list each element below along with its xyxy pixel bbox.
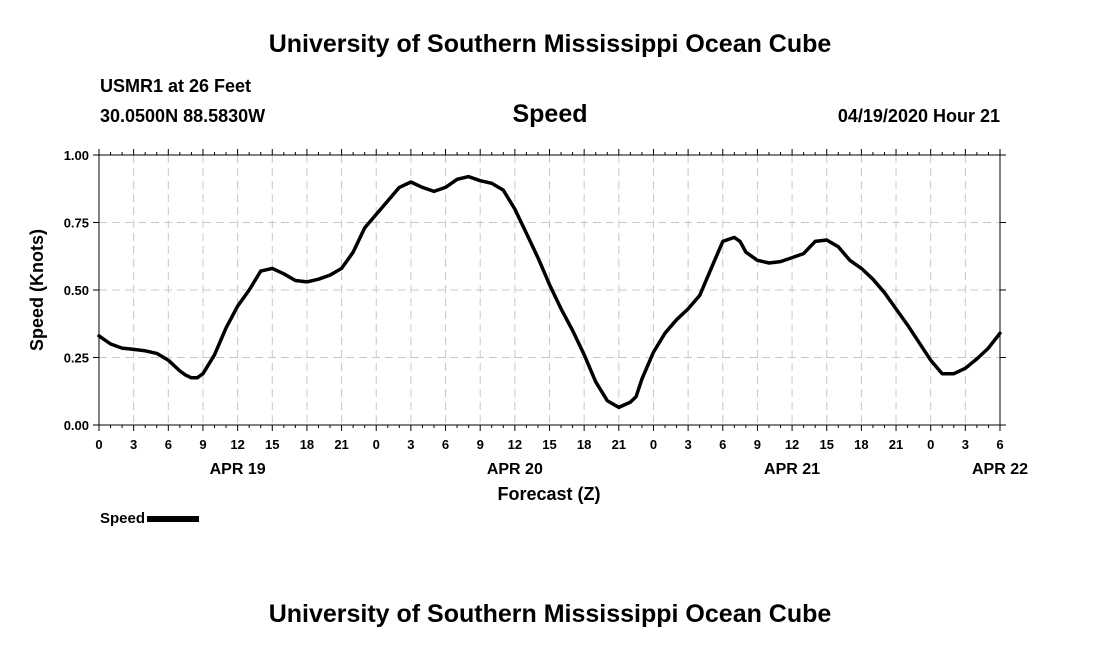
x-tick-label: 6 [442,437,449,452]
x-axis-label: Forecast (Z) [497,484,600,504]
date-label: APR 19 [210,461,266,478]
x-tick-label: 15 [542,437,556,452]
station-label: USMR1 at 26 Feet [100,76,252,96]
chart-title: Speed [512,100,588,128]
x-tick-label: 3 [407,437,414,452]
datetime-label: 04/19/2020 Hour 21 [837,106,1000,126]
x-tick-label: 9 [477,437,484,452]
page-title: University of Southern Mississippi Ocean… [268,30,832,58]
x-tick-label: 0 [927,437,934,452]
legend-swatch [147,515,200,522]
x-tick-label: 3 [962,437,969,452]
x-tick-label: 0 [373,437,380,452]
y-tick-label: 0.50 [64,283,89,298]
x-tick-label: 18 [854,437,868,452]
y-tick-label: 0.25 [64,351,89,366]
x-tick-label: 21 [334,437,348,452]
x-tick-label: 15 [265,437,279,452]
x-tick-label: 6 [996,437,1003,452]
chart-grid [99,155,1000,425]
date-label: APR 22 [972,461,1028,478]
x-tick-label: 21 [889,437,903,452]
x-tick-label: 18 [577,437,591,452]
legend-label: Speed [100,510,146,527]
y-tick-label: 0.75 [64,216,89,231]
date-label: APR 21 [764,461,820,478]
x-tick-label: 9 [199,437,206,452]
x-tick-label: 6 [165,437,172,452]
x-tick-label: 15 [819,437,833,452]
chart-ticks [93,149,1006,431]
coordinates-label: 30.0500N 88.5830W [100,106,266,126]
x-tick-label: 21 [612,437,626,452]
x-tick-label: 18 [300,437,314,452]
x-tick-label: 3 [130,437,137,452]
x-tick-label: 12 [785,437,799,452]
y-tick-label: 1.00 [64,148,89,163]
chart-series [97,174,1002,410]
x-tick-label: 0 [650,437,657,452]
footer-title: University of Southern Mississippi Ocean… [268,600,832,628]
x-tick-label: 12 [230,437,244,452]
date-label: APR 20 [487,461,543,478]
y-axis-label: Speed (Knots) [27,229,47,351]
x-tick-label: 6 [719,437,726,452]
series-line-speed [97,174,1002,410]
y-tick-label: 0.00 [64,418,89,433]
x-tick-label: 3 [684,437,691,452]
chart-tick-labels: 0.00 0.25 0.50 0.75 1.00 0 3 6 9 12 15 18 21 0 3 6 9 12 15… [64,148,1028,478]
x-tick-label: 0 [95,437,102,452]
x-tick-label: 12 [508,437,522,452]
x-tick-label: 9 [754,437,761,452]
legend: Speed [100,510,200,527]
